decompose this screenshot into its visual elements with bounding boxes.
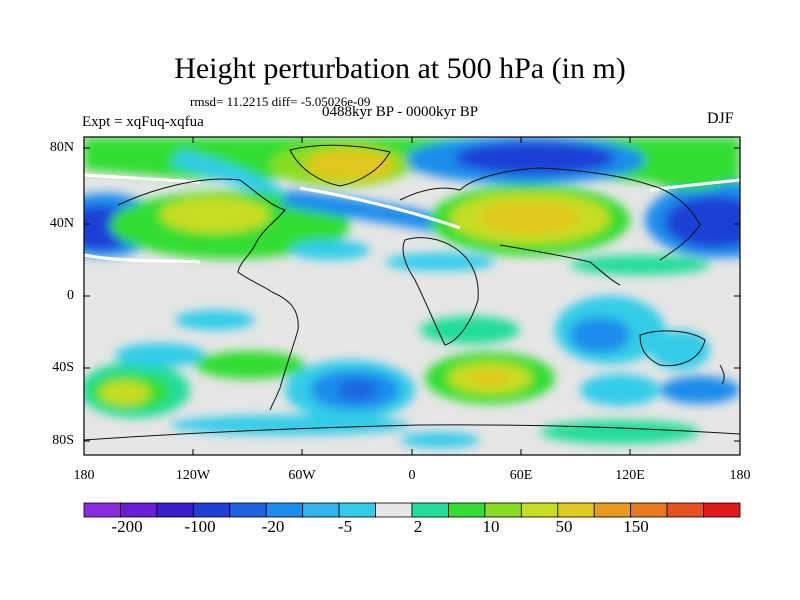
- lon-label-180e: 180: [729, 468, 751, 483]
- colorbar-swatch: [83, 502, 121, 518]
- contour-field: [84, 137, 740, 455]
- lat-label-40s: 40S: [52, 360, 74, 375]
- colorbar-swatch: [265, 502, 304, 518]
- coastlines: [84, 144, 740, 441]
- colorbar-label: -200: [111, 517, 143, 536]
- time-period: 0488kyr BP - 0000kyr BP: [322, 104, 479, 120]
- colorbar-swatch: [557, 502, 595, 518]
- colorbar-swatch: [338, 502, 376, 518]
- rmsd-stats: rmsd= 11.2215 diff= -5.05026e-09: [190, 94, 371, 109]
- lon-ticks: [192, 137, 631, 455]
- colorbar-label: 10: [482, 517, 500, 536]
- lat-label-80s: 80S: [52, 433, 74, 448]
- season-label: DJF: [707, 110, 734, 127]
- colorbar-label: 2: [413, 517, 423, 536]
- colorbar-label: 50: [555, 517, 573, 536]
- plot-title: Height perturbation at 500 hPa (in m): [174, 52, 626, 85]
- lon-label-60e: 60E: [509, 468, 533, 483]
- colorbar-swatch: [593, 502, 632, 518]
- colorbar-swatch: [229, 502, 267, 518]
- colorbar-swatch: [156, 502, 194, 518]
- colorbar-swatch: [120, 502, 158, 518]
- colorbar-swatch: [448, 502, 486, 518]
- lon-label-120w: 120W: [175, 468, 211, 483]
- colorbar-label: -20: [261, 517, 285, 536]
- lon-label-0: 0: [408, 468, 416, 483]
- lat-label-80n: 80N: [49, 140, 74, 155]
- colorbar-label: -100: [184, 517, 216, 536]
- lat-label-0: 0: [67, 288, 74, 303]
- lon-label-120e: 120E: [615, 468, 645, 483]
- colorbar-swatch: [484, 502, 522, 518]
- colorbar: [83, 502, 741, 518]
- colorbar-swatch: [302, 502, 340, 518]
- colorbar-swatch: [703, 502, 741, 518]
- lon-label-180w: 180: [73, 468, 95, 483]
- lon-label-60w: 60W: [288, 468, 316, 483]
- colorbar-swatch: [630, 502, 668, 518]
- colorbar-label: 150: [623, 517, 649, 536]
- colorbar-swatch: [666, 502, 704, 518]
- lat-ticks: [84, 147, 740, 442]
- lat-label-40n: 40N: [49, 216, 74, 231]
- colorbar-swatch: [520, 502, 559, 518]
- colorbar-swatch: [192, 502, 231, 518]
- colorbar-swatch: [411, 502, 449, 518]
- colorbar-swatch: [375, 502, 413, 518]
- experiment-label: Expt = xqFuq-xqfua: [82, 114, 204, 130]
- colorbar-label: -5: [337, 517, 353, 536]
